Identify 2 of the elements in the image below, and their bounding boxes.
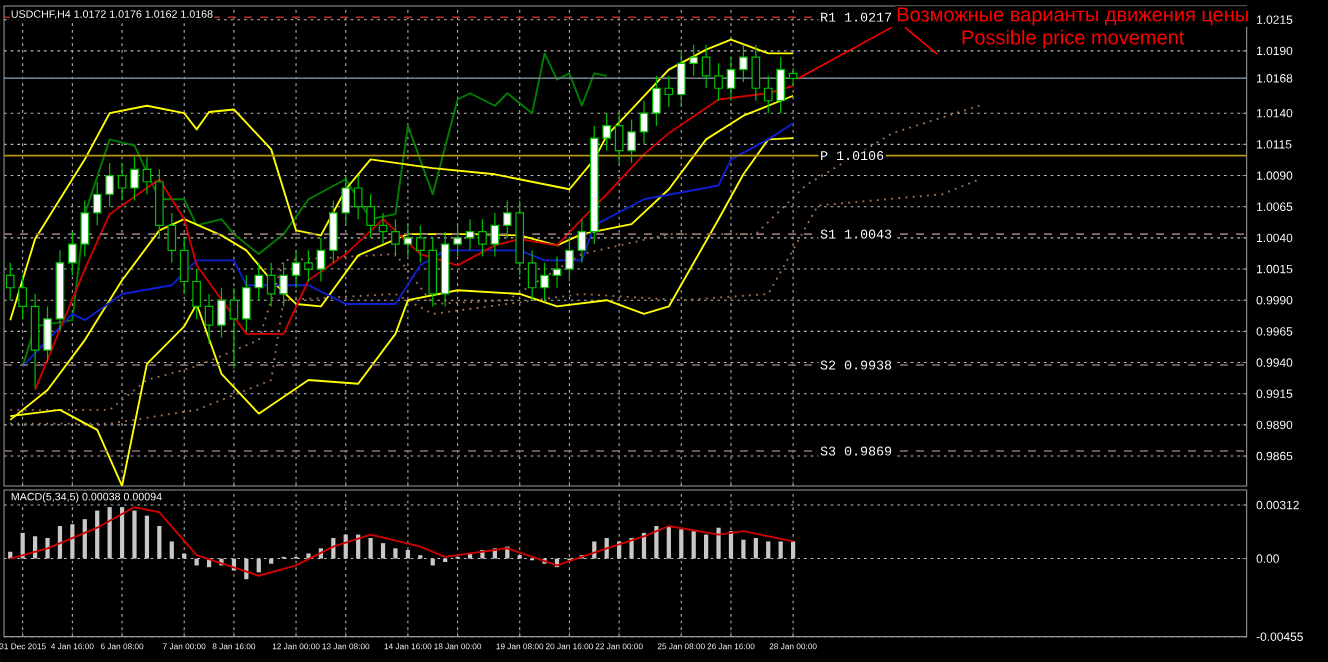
annotation: Possible price movement bbox=[962, 29, 1185, 49]
annotation: Возможные варианты движения цены bbox=[897, 7, 1248, 26]
